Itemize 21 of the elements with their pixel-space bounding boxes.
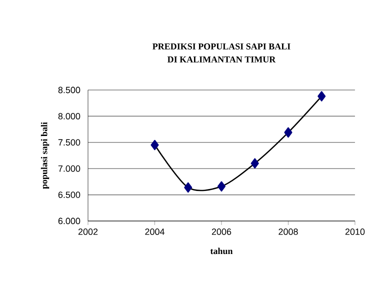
x-tick-label: 2002 (78, 228, 98, 235)
point (184, 182, 192, 193)
x-tick-label: 2008 (278, 228, 298, 235)
y-tick-label: 6.500 (58, 192, 80, 198)
y-axis-title: populasi sapi bali (40, 122, 50, 189)
y-tick-label: 8.000 (58, 113, 80, 120)
point (250, 158, 259, 168)
x-tick-label: 2010 (345, 228, 365, 235)
point (318, 91, 326, 102)
y-tick-label: 6.000 (58, 218, 80, 224)
chart-subtitle: DI KALIMANTAN TIMUR (167, 56, 276, 62)
y-tick-label: 7.000 (58, 165, 80, 172)
x-tick-label: 2004 (145, 228, 164, 235)
x-axis-title: tahun (210, 248, 233, 254)
point (217, 181, 226, 192)
point (150, 140, 159, 150)
x-tick-label: 2006 (212, 228, 232, 235)
point (284, 127, 292, 138)
y-tick-label: 7.500 (58, 139, 80, 146)
y-tick-label: 8.500 (58, 86, 80, 94)
chart-title: PREDIKSI POPULASI SAPI BALI (152, 43, 290, 50)
